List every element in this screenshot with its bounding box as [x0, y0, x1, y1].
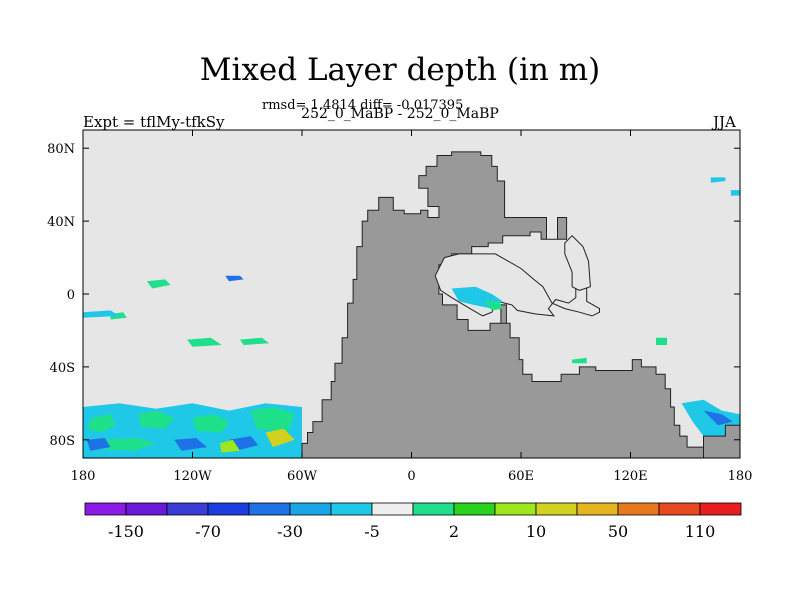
anomaly-patch-eq-green-3: [187, 337, 222, 347]
colorbar-box: [207, 502, 250, 516]
anomaly-patch-ne-patch: [710, 177, 726, 183]
water-inland-gulf: [564, 234, 591, 291]
anomaly-patch-sw-yellow-2: [219, 439, 240, 453]
anomaly-patch-sw-blue-2: [174, 438, 208, 451]
chart-title: Mixed Layer depth (in m): [199, 52, 601, 88]
colorbar-box: [125, 502, 168, 516]
colorbar-label: -150: [108, 522, 144, 541]
anomaly-patch-eq-green-1: [146, 279, 171, 289]
y-tick-label: 40S: [50, 361, 75, 376]
colorbar-box: [166, 502, 209, 516]
colorbar-box: [412, 502, 455, 516]
anomaly-patch-sw-green-4: [250, 407, 295, 433]
anomaly-patch-sw-green-2: [137, 410, 175, 429]
colorbar-box: [289, 502, 332, 516]
anomaly-patch-eq-green-4: [240, 337, 270, 345]
anomaly-patch-sw-yellow-1: [265, 428, 295, 448]
colorbar-box: [576, 502, 619, 516]
anomaly-patch-sw-blue-1: [86, 438, 111, 451]
anomaly-patch-east-patch-2: [703, 410, 733, 426]
colorbar-box: [658, 502, 701, 516]
x-tick-label: 180: [71, 469, 96, 484]
y-tick-label: 80S: [50, 434, 75, 449]
colorbar-label: -5: [364, 522, 380, 541]
anomaly-patch-sw-green-5: [97, 438, 156, 451]
colorbar-box: [617, 502, 660, 516]
y-tick-label: 0: [67, 288, 75, 303]
x-tick-label: 120W: [173, 469, 212, 484]
map-area: [83, 130, 740, 458]
y-tick-label: 40N: [47, 215, 75, 230]
experiment-label: Expt = tflMy-tfkSy: [83, 113, 225, 131]
colorbar-label: 2: [449, 522, 459, 541]
colorbar-box: [84, 502, 127, 516]
anomaly-patch-ne-patch-2: [730, 190, 740, 196]
x-tick-label: 60W: [287, 469, 318, 484]
colorbar-box: [371, 502, 414, 516]
colorbar-label: -70: [195, 522, 221, 541]
anomaly-patch-top-inland-green: [484, 301, 503, 311]
colorbar-box: [535, 502, 578, 516]
anomaly-patch-sw-green-1: [86, 414, 116, 433]
anomaly-patch-sio-patch-1: [572, 357, 587, 364]
colorbar-box: [494, 502, 537, 516]
anomaly-patch-sw-green-3: [192, 414, 229, 433]
colorbar-box: [699, 502, 742, 516]
land-east-block: [703, 424, 740, 458]
axes: 180 120W 60W 0 60E 120E 180 80N 40N 0 40S 80S: [47, 130, 752, 484]
colorbar-label: -30: [277, 522, 303, 541]
y-tick-label: 80N: [47, 142, 75, 157]
rmsd-text: rmsd= 1.4814 diff= -0.017395: [262, 98, 464, 113]
chart-subtitle: 252_0_MaBP - 252_0_MaBP: [301, 106, 499, 122]
x-tick-label: 0: [407, 469, 415, 484]
colorbar-box: [330, 502, 373, 516]
anomaly-patch-eq-blue-1: [225, 275, 244, 282]
colorbar-label: 110: [685, 522, 716, 541]
x-tick-label: 180: [728, 469, 753, 484]
colorbar-box: [453, 502, 496, 516]
colorbar-label: 10: [526, 522, 546, 541]
x-tick-label: 120E: [613, 469, 647, 484]
land-pangaea-west: [301, 151, 704, 458]
colorbar-label: 50: [608, 522, 628, 541]
anomaly-patch-eq-blue-2: [83, 310, 120, 318]
colorbar: -150 -70 -30 -5 2 10 50 110: [84, 502, 742, 541]
colorbar-box: [248, 502, 291, 516]
x-tick-label: 60E: [508, 469, 534, 484]
anomaly-patch-sio-patch-2: [656, 337, 667, 345]
season-label: JJA: [713, 113, 736, 131]
